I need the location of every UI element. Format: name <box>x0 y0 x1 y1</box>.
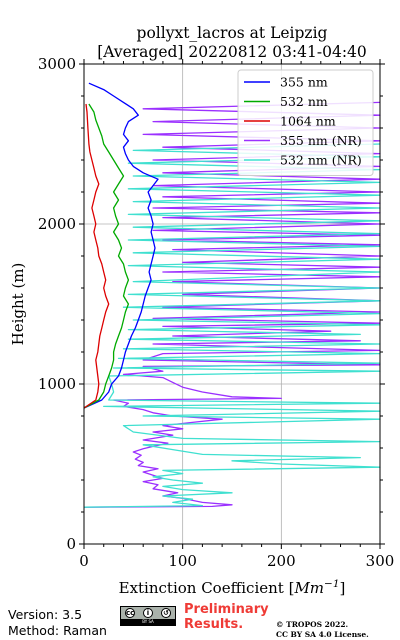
legend-box <box>237 69 374 176</box>
x-axis-label: Extinction Coefficient [Mm−1] <box>119 578 346 597</box>
x-tick-label: 200 <box>267 552 296 570</box>
chart-subtitle: [Averaged] 20220812 03:41-04:40 <box>97 43 367 61</box>
legend-label: 532 nm <box>280 94 328 109</box>
preliminary-line1: Preliminary <box>184 602 269 617</box>
series-line <box>83 103 130 409</box>
version-label: Version: 3.5 <box>8 607 83 622</box>
copyright-line2: CC BY SA 4.0 License. <box>276 630 369 639</box>
share-alike-icon: ↺ <box>161 608 171 618</box>
x-tick-label: 0 <box>79 552 89 570</box>
x-tick-label: 300 <box>366 552 395 570</box>
series-line <box>83 82 159 409</box>
series-layer <box>83 82 381 508</box>
chart-legend: 355 nm 532 nm 1064 nm 355 nm (NR) 532 nm (NR… <box>237 69 374 176</box>
legend-label: 532 nm (NR) <box>280 153 362 168</box>
y-tick-label: 3000 <box>38 55 76 73</box>
series-line <box>83 103 110 409</box>
legend-label: 355 nm (NR) <box>280 133 362 148</box>
y-axis-label: Height (m) <box>9 263 27 346</box>
copyright-note: © TROPOS 2022. CC BY SA 4.0 License. <box>276 620 369 640</box>
copyright-line1: © TROPOS 2022. <box>276 620 349 629</box>
plot-area-frame <box>83 63 381 545</box>
legend-label: 1064 nm <box>280 114 336 129</box>
series-line <box>83 143 381 508</box>
extinction-profile-chart: pollyxt_lacros at Leipzig [Averaged] 202… <box>9 24 395 597</box>
method-label: Method: Raman <box>8 623 107 638</box>
preliminary-results-note: Preliminary Results. <box>184 602 269 632</box>
preliminary-line2: Results. <box>184 617 244 632</box>
version-info: Version: 3.5 Method: Raman <box>8 607 107 639</box>
y-tick-label: 1000 <box>38 375 76 393</box>
attribution-icon: i <box>143 608 153 618</box>
legend-label: 355 nm <box>280 75 328 90</box>
y-tick-label: 2000 <box>38 215 76 233</box>
y-tick-label: 0 <box>66 535 76 553</box>
cc-icon: cc <box>125 608 135 618</box>
x-tick-label: 100 <box>168 552 197 570</box>
cc-by-sa-badge: cc i ↺ BY SA <box>120 606 176 626</box>
cc-badge-text: BY SA <box>121 619 175 625</box>
chart-title: pollyxt_lacros at Leipzig <box>137 24 328 42</box>
